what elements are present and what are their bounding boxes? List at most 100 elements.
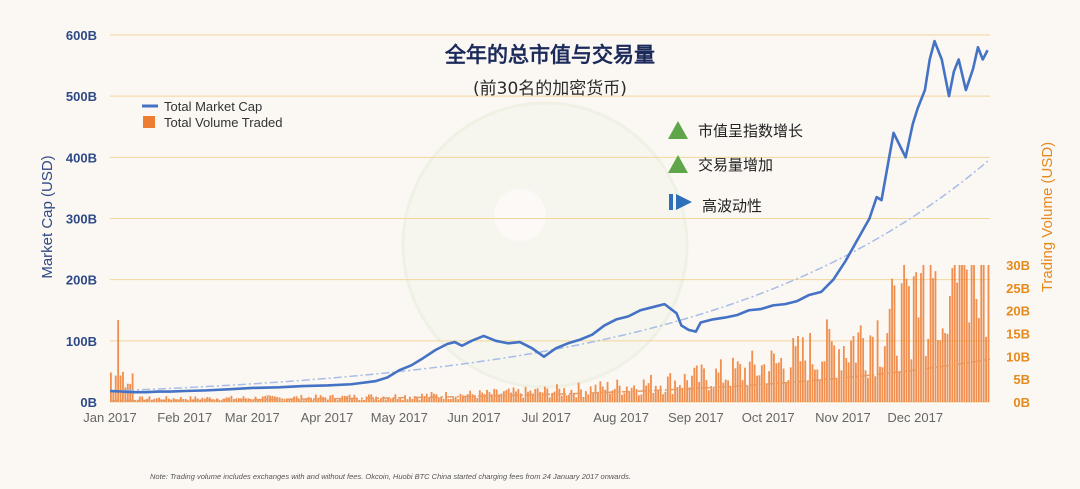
volume-bar — [625, 386, 628, 402]
volume-bar — [963, 265, 966, 402]
volume-bar — [801, 337, 804, 402]
volume-bar — [122, 371, 124, 402]
volume-bar — [934, 271, 937, 402]
volume-bar — [312, 399, 315, 402]
volume-bar — [715, 368, 717, 402]
volume-bar — [394, 394, 397, 402]
volume-bar — [987, 265, 990, 402]
volume-bar — [814, 369, 816, 402]
volume-bar — [724, 379, 727, 402]
volume-bar — [816, 369, 819, 402]
volume-bar — [850, 340, 852, 402]
volume-bar — [638, 395, 640, 402]
volume-bar — [736, 361, 739, 402]
volume-bar — [396, 398, 399, 402]
volume-bar — [879, 366, 881, 402]
volume-bar — [821, 361, 824, 402]
volume-bar — [862, 338, 865, 402]
volume-bar — [326, 399, 329, 402]
legend-volume: Total Volume Traded — [164, 115, 283, 130]
volume-bar — [490, 394, 493, 402]
volume-bar — [613, 388, 616, 402]
volume-bar — [541, 392, 544, 402]
x-tick-label: Nov 2017 — [815, 410, 871, 425]
volume-bar — [958, 265, 961, 402]
chart-subtitle: (前30名的加密货币) — [473, 79, 627, 99]
volume-bar — [413, 396, 416, 402]
volume-bar — [457, 399, 459, 402]
volume-bar — [382, 396, 385, 402]
volume-bar — [654, 385, 657, 402]
volume-bar — [534, 388, 537, 402]
volume-bar — [252, 399, 255, 402]
volume-bar — [929, 265, 932, 402]
volume-bar — [486, 389, 488, 402]
volume-bar — [447, 398, 450, 402]
volume-bar — [148, 396, 151, 402]
volume-bar — [763, 364, 766, 402]
volume-bar — [150, 399, 153, 402]
volume-bar — [857, 332, 860, 402]
volume-bar — [442, 398, 445, 402]
volume-bar — [888, 308, 891, 402]
volume-bar — [507, 388, 510, 402]
volume-bar — [700, 364, 703, 402]
x-tick-label: Apr 2017 — [301, 410, 354, 425]
volume-bar — [365, 396, 368, 402]
volume-bar — [375, 396, 378, 402]
volume-bar — [811, 364, 814, 402]
volume-bar — [112, 389, 115, 402]
volume-bar — [346, 396, 349, 402]
x-tick-label: Aug 2017 — [593, 410, 649, 425]
volume-bar — [440, 396, 443, 402]
volume-bar — [293, 396, 296, 402]
volume-bar — [965, 269, 968, 402]
volume-bar — [835, 378, 838, 402]
x-tick-label: Mar 2017 — [225, 410, 280, 425]
volume-bar — [247, 398, 250, 402]
volume-bar — [302, 400, 305, 402]
volume-bar — [616, 379, 619, 402]
volume-bar — [355, 399, 358, 402]
volume-bar — [141, 396, 144, 402]
volume-bar — [522, 397, 525, 402]
volume-bar — [910, 359, 913, 402]
volume-bar — [611, 390, 614, 402]
volume-bar — [565, 395, 568, 402]
volume-bar — [408, 396, 411, 402]
y2-tick-label: 30B — [1006, 258, 1030, 273]
volume-bar — [155, 398, 158, 402]
volume-bar — [249, 399, 252, 402]
volume-bar — [551, 393, 554, 402]
volume-bar — [401, 399, 404, 402]
volume-bar — [693, 367, 696, 402]
volume-bar — [310, 397, 312, 402]
y2-tick-label: 25B — [1006, 281, 1030, 296]
volume-bar — [789, 367, 792, 402]
market-cap-line — [109, 39, 989, 394]
volume-bar — [556, 384, 558, 402]
volume-bar — [502, 391, 505, 402]
volume-bar — [165, 396, 168, 402]
volume-bar — [915, 272, 918, 402]
x-tick-label: Dec 2017 — [887, 410, 943, 425]
volume-bar — [363, 399, 365, 402]
volume-bar — [973, 265, 975, 402]
volume-bar — [553, 391, 556, 402]
volume-bar — [939, 340, 942, 402]
volume-bar — [283, 398, 286, 402]
volume-bar — [727, 380, 730, 402]
volume-bar — [167, 398, 170, 402]
volume-bar — [286, 398, 288, 402]
volume-bar — [510, 392, 513, 402]
volume-bar — [539, 391, 541, 402]
volume-bar — [847, 362, 850, 402]
volume-bar — [341, 395, 344, 402]
legend-bar-swatch — [143, 116, 155, 128]
volume-bar — [662, 394, 664, 402]
volume-bar — [131, 373, 134, 402]
volume-bar — [339, 399, 341, 402]
volume-bar — [688, 387, 691, 402]
chart-title: 全年的总市值与交易量 — [444, 43, 655, 67]
y2-axis-label: Trading Volume (USD) — [1039, 142, 1056, 292]
